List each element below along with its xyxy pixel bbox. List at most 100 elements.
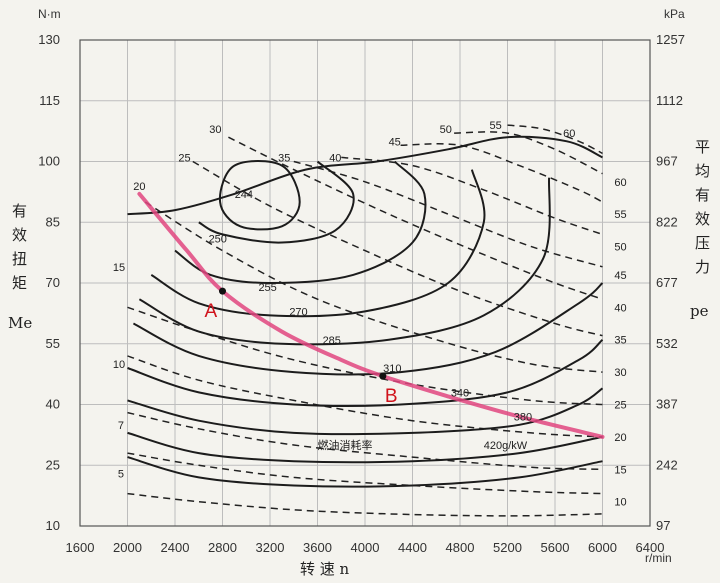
y-left-tick-label: 25: [46, 457, 60, 472]
bsfc-curve: [127, 387, 604, 436]
power-top-label: 60: [563, 128, 575, 140]
curve-layer: [127, 124, 605, 517]
bsfc-curve: [174, 160, 427, 285]
power-line-label: 30: [614, 367, 626, 379]
power-line-label: 60: [614, 177, 626, 189]
y-left-tick-label: 10: [46, 518, 60, 533]
power-top-label: 55: [490, 120, 502, 132]
x-tick-label: 5200: [493, 540, 522, 555]
plot-frame: [79, 39, 651, 527]
power-curve: [507, 124, 603, 155]
bsfc-value-label: 270: [289, 306, 307, 318]
full-load-torque-curve: [127, 135, 603, 216]
power-left-label: 15: [113, 262, 125, 274]
y-right-unit: kPa: [664, 7, 685, 21]
bsfc-value-label: 244: [235, 189, 253, 201]
y-right-title-char: 有: [695, 186, 710, 204]
x-tick-label: 5600: [541, 540, 570, 555]
y-left-symbol: Me: [8, 314, 32, 332]
power-top-label: 35: [278, 153, 290, 165]
y-right-title: 平 均 有 效 压 力: [695, 138, 710, 276]
operating-point-marker: [219, 287, 226, 295]
power-line-label: 45: [614, 270, 626, 282]
y-left-title: 有 效 扭 矩: [12, 202, 27, 292]
y-right-tick-label: 242: [656, 457, 678, 472]
y-left-title-char: 矩: [12, 274, 27, 292]
power-top-label: 45: [389, 136, 401, 148]
operating-point-label: A: [205, 301, 218, 322]
y-left-tick-labels: 10 25 40 55 70 85 100 115 130: [38, 32, 60, 533]
x-tick-label: 1600: [66, 540, 95, 555]
y-right-tick-label: 387: [656, 397, 678, 412]
bsfc-curve: [132, 282, 604, 376]
x-tick-label: 4400: [398, 540, 427, 555]
bsfc-value-label: 285: [323, 335, 341, 347]
bsfc-curve: [127, 456, 603, 488]
power-curve: [144, 201, 603, 373]
y-left-tick-label: 85: [46, 214, 60, 229]
y-left-tick-label: 70: [46, 275, 60, 290]
bsfc-curve: [198, 160, 355, 244]
y-left-tick-label: 55: [46, 336, 60, 351]
bsfc-curve: [127, 431, 603, 464]
operating-point-label: B: [385, 386, 398, 407]
power-curve: [454, 131, 603, 175]
power-line-label: 15: [614, 464, 626, 476]
bsfc-value-label: 340: [451, 387, 469, 399]
power-curve: [127, 452, 603, 495]
y-right-title-char: 均: [695, 162, 710, 180]
power-left-label: 7: [118, 420, 124, 432]
power-line-label: 35: [614, 335, 626, 347]
power-line-label: 55: [614, 209, 626, 221]
bsfc-value-label: 255: [258, 282, 276, 294]
y-right-tick-label: 532: [656, 336, 678, 351]
power-top-label: 50: [440, 124, 452, 136]
y-right-tick-label: 822: [656, 214, 678, 229]
power-top-label: 40: [329, 153, 341, 165]
y-right-title-char: 压: [695, 234, 710, 252]
bsfc-curve: [127, 338, 604, 407]
x-tick-label: 4800: [446, 540, 475, 555]
grid: [80, 40, 650, 526]
x-tick-label: 2400: [161, 540, 190, 555]
power-curve: [192, 160, 603, 337]
x-tick-label: 3200: [256, 540, 285, 555]
y-right-title-char: 平: [695, 138, 710, 156]
power-curve: [127, 492, 603, 517]
bsfc-unit-label: 420g/kW: [484, 440, 528, 452]
x-tick-labels: 1600 2000 2400 2800 3200 3600 4000 4400 4800 5200…: [66, 540, 665, 555]
bsfc-curve: [150, 169, 486, 318]
y-right-title-char: 效: [695, 210, 710, 228]
y-left-tick-label: 115: [39, 93, 60, 108]
y-left-tick-label: 40: [46, 397, 60, 412]
power-line-label: 50: [614, 242, 626, 254]
power-top-label: 30: [209, 124, 221, 136]
y-left-title-char: 扭: [12, 250, 27, 268]
power-left-label: 5: [118, 468, 124, 480]
y-right-tick-label: 1257: [656, 32, 685, 47]
x-tick-label: 6000: [588, 540, 617, 555]
power-line-label: 40: [614, 302, 626, 314]
y-right-tick-label: 677: [656, 275, 678, 290]
power-curve: [400, 143, 603, 203]
y-right-tick-labels: 97 242 387 532 677 822 967 1112 1257: [656, 32, 685, 533]
x-tick-label: 2800: [208, 540, 237, 555]
bsfc-value-label: 250: [209, 234, 227, 246]
power-curve: [341, 156, 603, 236]
bsfc-island-244: [219, 160, 301, 231]
x-tick-label: 3600: [303, 540, 332, 555]
power-curve: [127, 355, 603, 438]
highlight-curve: [137, 191, 605, 439]
bsfc-value-label: 380: [514, 412, 532, 424]
y-right-title-char: 力: [695, 258, 710, 276]
y-right-symbol: pe: [690, 302, 709, 320]
power-curve: [228, 136, 603, 300]
bsfc-curve: [138, 177, 551, 346]
y-left-unit: N·m: [38, 7, 61, 21]
operating-point-marker: [379, 372, 387, 380]
power-line-label: 20: [614, 432, 626, 444]
x-unit: r/min: [645, 551, 672, 565]
y-right-tick-label: 1112: [656, 93, 683, 108]
